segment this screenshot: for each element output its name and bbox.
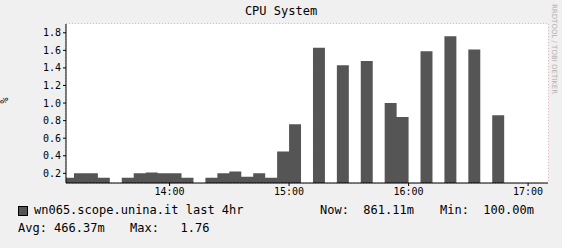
- svg-text:0.2: 0.2: [43, 168, 61, 179]
- svg-text:1.4: 1.4: [43, 62, 61, 73]
- html-text:Now: 861.11m: Now: 861.11m: [320, 203, 414, 217]
- svg-text:1.6: 1.6: [43, 45, 61, 56]
- html-text:CPU System: CPU System: [244, 4, 318, 18]
- html-text:wn065.scope.unina.it last 4hr: wn065.scope.unina.it last 4hr: [34, 203, 244, 217]
- html-text:Max: 1.76: Max: 1.76: [130, 221, 210, 235]
- svg-text:17:00: 17:00: [513, 186, 543, 195]
- svg-text:16:00: 16:00: [394, 186, 424, 195]
- html-text:Avg: 466.37m: Avg: 466.37m: [18, 221, 105, 235]
- svg-text:1.2: 1.2: [43, 80, 61, 91]
- svg-text:1.0: 1.0: [43, 98, 61, 109]
- html-text:RRDTOOL / TOBI OETIKER: RRDTOOL / TOBI OETIKER: [550, 4, 558, 95]
- svg-text:0.4: 0.4: [43, 150, 61, 161]
- svg-text:15:00: 15:00: [274, 186, 304, 195]
- svg-text:%: %: [8, 97, 10, 103]
- svg-text:0.8: 0.8: [43, 115, 61, 126]
- svg-text:0.6: 0.6: [43, 133, 61, 144]
- svg-text:14:00: 14:00: [155, 186, 185, 195]
- svg-text:1.8: 1.8: [43, 27, 61, 38]
- html-text:Min: 100.00m: Min: 100.00m: [440, 203, 534, 217]
